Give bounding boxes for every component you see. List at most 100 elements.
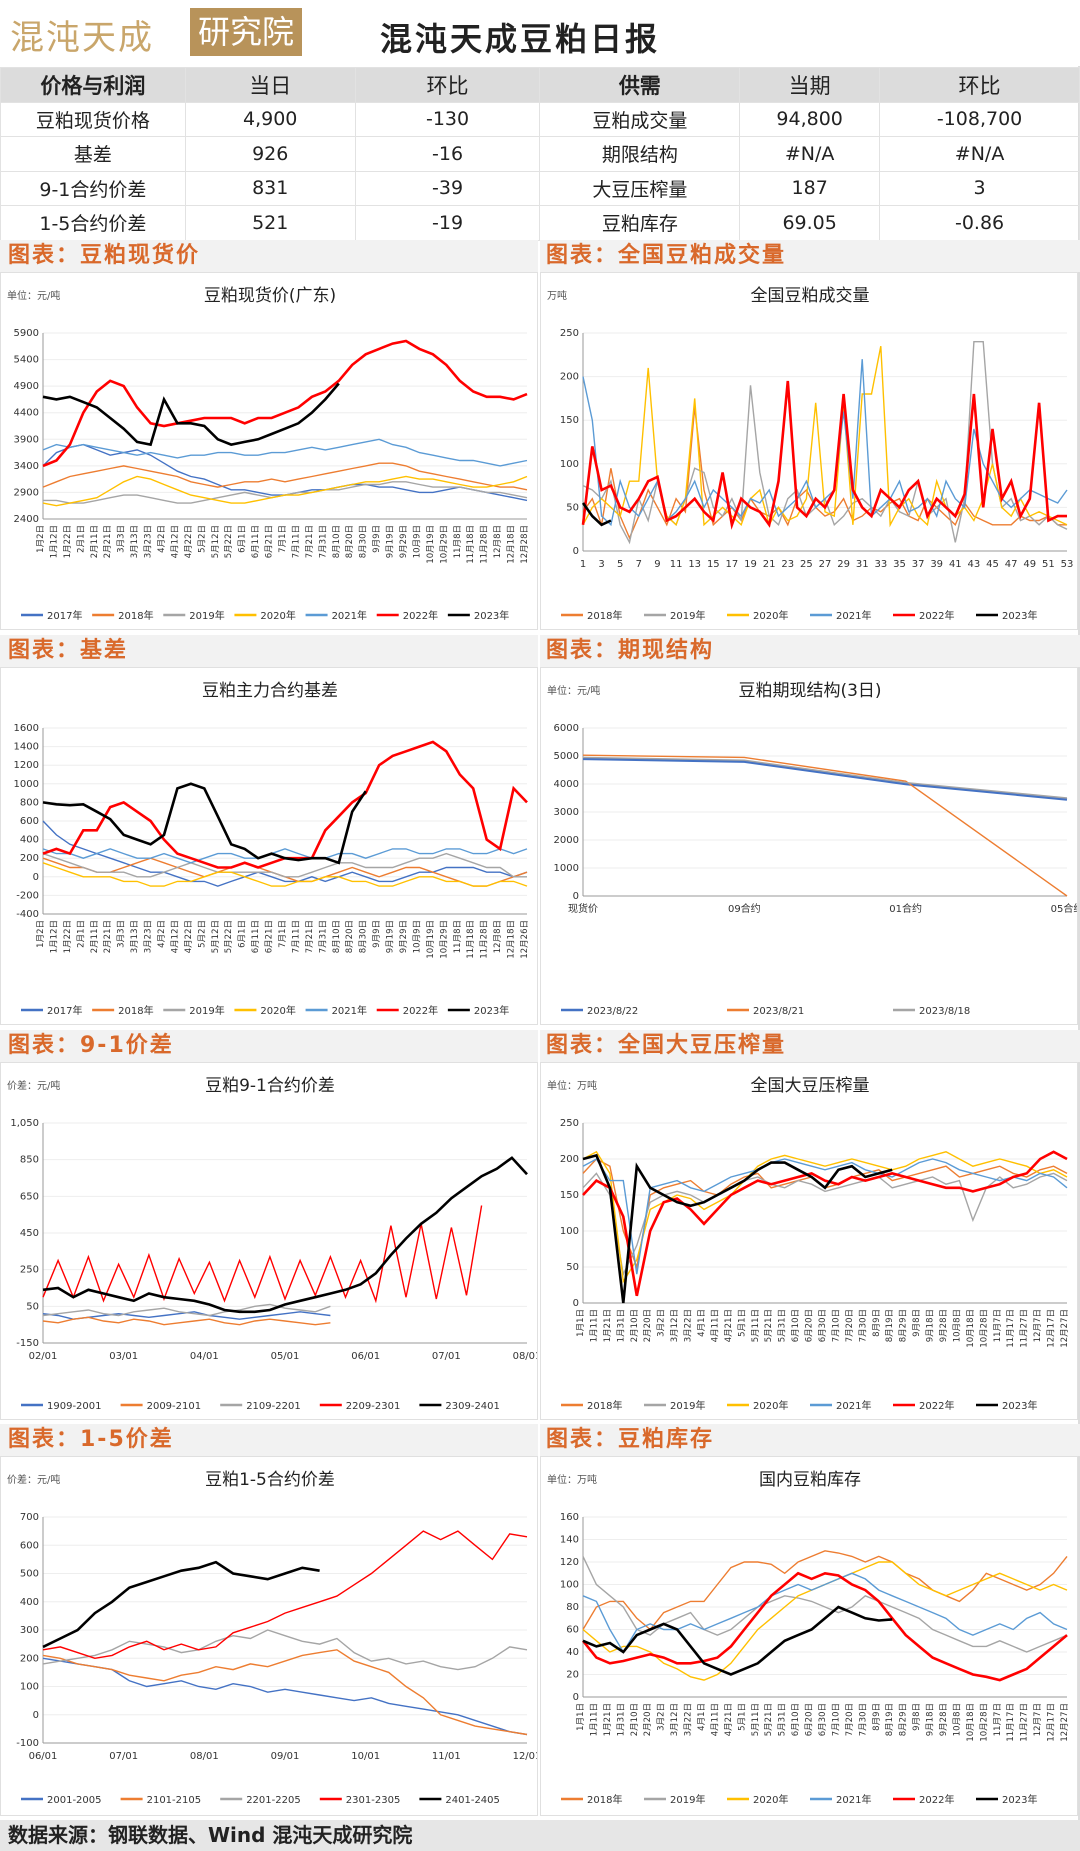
legend-label: 2019年	[670, 1793, 705, 1806]
legend-label: 2017年	[47, 609, 82, 622]
y-tick-label: 800	[20, 797, 39, 808]
x-tick-label: 4月21日	[724, 1703, 734, 1736]
x-tick-label: 9月18日	[926, 1703, 936, 1736]
x-tick-label: 9	[654, 559, 660, 570]
y-tick-label: 50	[566, 1262, 579, 1273]
logo-box: 研究院	[190, 8, 302, 56]
x-tick-label: 3月23日	[144, 920, 154, 953]
x-tick-label: 7月21日	[305, 525, 315, 558]
x-tick-label: 1月12日	[49, 525, 59, 558]
y-tick-label: 2000	[554, 835, 579, 846]
legend-label: 2009-2101	[147, 1401, 202, 1412]
x-tick-label: 43	[968, 559, 981, 570]
legend-label: 2301-2305	[346, 1795, 401, 1806]
legend-label: 2020年	[753, 1399, 788, 1412]
section-bar	[0, 240, 538, 272]
series-line	[582, 1550, 1068, 1631]
legend-label: 2021年	[332, 1004, 367, 1017]
x-tick-label: 4月21日	[724, 1309, 734, 1342]
x-tick-label: 25	[800, 559, 813, 570]
table-cell: 豆粕库存	[539, 205, 741, 241]
x-tick-label: 3月22日	[684, 1309, 694, 1342]
footer-source: 数据来源：钢联数据、Wind 混沌天成研究院	[0, 1820, 1080, 1851]
table-cell: 1-5合约价差	[0, 205, 186, 241]
x-tick-label: 51	[1042, 559, 1055, 570]
x-tick-label: 9月8日	[912, 1703, 922, 1731]
section-title-spread15: 图表：1-5价差	[8, 1427, 174, 1452]
x-tick-label: 04/01	[190, 1351, 219, 1362]
x-tick-label: 7	[636, 559, 642, 570]
x-tick-label: 10月28日	[979, 1309, 989, 1348]
x-tick-label: 7月10日	[831, 1703, 841, 1736]
y-tick-label: 300	[20, 1625, 39, 1636]
table-row: 豆粕现货价格 4,900 -130 豆粕成交量 94,800 -108,700	[0, 101, 1080, 137]
x-tick-label: 1月31日	[616, 1703, 626, 1736]
x-tick-label: 15	[707, 559, 720, 570]
legend-label: 2021年	[836, 609, 871, 622]
y-tick-label: 80	[566, 1602, 579, 1613]
y-tick-label: 4000	[554, 779, 579, 790]
x-tick-label: 37	[912, 559, 925, 570]
chart-unit: 单位：万吨	[547, 1473, 597, 1486]
y-tick-label: 450	[20, 1228, 39, 1239]
table-cell: 69.05	[739, 205, 881, 241]
x-tick-label: 6月20日	[805, 1703, 815, 1736]
y-tick-label: 250	[560, 1118, 579, 1129]
table-cell: 521	[184, 205, 356, 241]
y-tick-label: 3000	[554, 807, 579, 818]
y-tick-label: 400	[20, 835, 39, 846]
table-cell: 187	[739, 170, 881, 206]
x-tick-label: 02/01	[29, 1351, 58, 1362]
x-tick-label: 1月2日	[36, 920, 46, 948]
x-tick-label: 6月21日	[265, 525, 275, 558]
x-tick-label: 5月31日	[778, 1309, 788, 1342]
legend-label: 2021年	[836, 1399, 871, 1412]
y-tick-label: 100	[560, 459, 579, 470]
x-tick-label: 3月12日	[670, 1703, 680, 1736]
x-tick-label: 5月21日	[764, 1309, 774, 1342]
x-tick-label: 13	[688, 559, 701, 570]
x-tick-label: 5月2日	[197, 525, 207, 553]
x-tick-label: 08/01	[190, 1751, 219, 1762]
x-tick-label: 1月11日	[589, 1309, 599, 1342]
x-tick-label: 4月12日	[170, 920, 180, 953]
x-tick-label: 5月11日	[751, 1309, 761, 1342]
x-tick-label: 11月8日	[453, 920, 463, 953]
section-title-crush: 图表：全国大豆压榨量	[546, 1033, 787, 1058]
y-tick-label: 200	[20, 853, 39, 864]
section-title-spread91: 图表：9-1价差	[8, 1033, 174, 1058]
chart-title: 豆粕9-1合约价差	[205, 1076, 335, 1096]
series-line	[42, 1649, 528, 1736]
x-tick-label: 05合约	[1051, 902, 1078, 915]
x-tick-label: 5	[617, 559, 623, 570]
x-tick-label: 8月9日	[872, 1309, 882, 1337]
y-tick-label: 150	[560, 415, 579, 426]
legend-label: 2201-2205	[246, 1795, 301, 1806]
table-header: 环比	[879, 67, 1080, 103]
legend-label: 2019年	[670, 1399, 705, 1412]
y-tick-label: 700	[20, 1512, 39, 1523]
x-tick-label: 9月9日	[372, 920, 382, 948]
table-cell: 926	[184, 136, 356, 172]
x-tick-label: 12月27日	[1060, 1309, 1070, 1348]
table-cell: -108,700	[879, 101, 1080, 137]
y-tick-label: 200	[560, 1154, 579, 1165]
y-tick-label: 200	[20, 1653, 39, 1664]
y-tick-label: 100	[560, 1226, 579, 1237]
x-tick-label: 23	[781, 559, 794, 570]
chart-title: 豆粕期现结构(3日)	[738, 681, 881, 701]
x-tick-label: 6月11日	[251, 920, 261, 953]
x-tick-label: 10月8日	[952, 1309, 962, 1342]
series-line	[582, 756, 1068, 799]
series-line	[582, 754, 1068, 897]
x-tick-label: 10/01	[351, 1751, 380, 1762]
chart-spot: 单位：元/吨 豆粕现货价(广东) 5900 5400 4900 4400 3900 3400 2…	[0, 272, 538, 630]
legend-label: 2020年	[753, 1793, 788, 1806]
y-tick-label: 20	[566, 1670, 579, 1681]
legend-label: 2018年	[118, 1004, 153, 1017]
x-tick-label: 10月9日	[412, 525, 422, 558]
x-tick-label: 10月18日	[966, 1703, 976, 1742]
chart-title: 全国豆粕成交量	[751, 286, 870, 306]
